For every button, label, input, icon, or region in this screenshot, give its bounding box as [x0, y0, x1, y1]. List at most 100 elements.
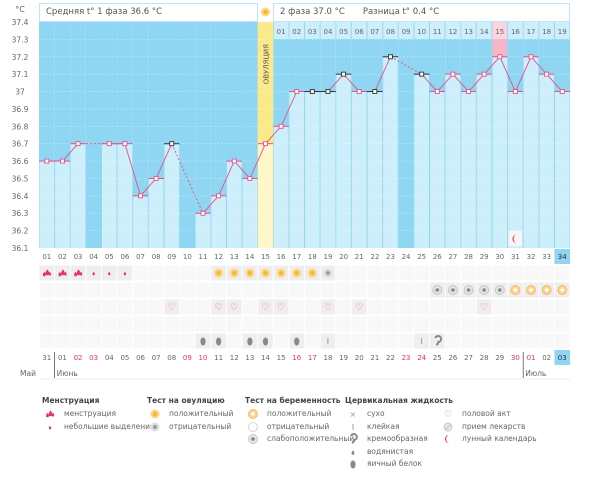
row-cell: [445, 316, 461, 332]
temperature-bar: [211, 195, 226, 248]
menses-icon: [74, 269, 83, 277]
creamy-shape: [434, 335, 443, 346]
cycle-day-label: 04: [89, 253, 98, 261]
temperature-line-segment: [421, 73, 438, 92]
row-cell: [258, 299, 273, 315]
temperature-bar: [461, 91, 476, 249]
date-label: 23: [402, 354, 411, 362]
column-background: [85, 22, 102, 248]
preg_weak-icon: [494, 285, 505, 295]
date-label: 17: [308, 354, 317, 362]
temperature-bar: [508, 91, 523, 249]
temperature-point: [278, 123, 284, 129]
temperature-point: [559, 89, 565, 94]
row-cell: [39, 316, 55, 332]
preg_pos-icon: [248, 409, 258, 420]
spot-icon: [48, 425, 52, 430]
row-cell: [383, 316, 398, 332]
temperature-point: [153, 176, 159, 181]
date-label: 13: [245, 354, 254, 362]
row-cell: [195, 265, 211, 281]
drop-shape: [79, 271, 83, 276]
ov_pos-icon: [260, 7, 270, 17]
row-cell: [430, 316, 445, 332]
legend-item: отрицательный: [245, 421, 354, 434]
date-label: 14: [261, 354, 270, 362]
heart-icon: ♡: [168, 303, 176, 313]
row-cell: [195, 299, 211, 315]
temperature-point: [59, 158, 65, 164]
temperature-line-segment: [327, 73, 344, 92]
row-cell: [164, 265, 180, 281]
temperature-point: [341, 71, 347, 77]
ov_neg-icon: [150, 422, 160, 432]
date-label: 04: [105, 354, 114, 362]
temperature-point: [419, 71, 425, 77]
temperature-line-segment: [468, 73, 485, 92]
core: [325, 271, 330, 275]
temperature-point: [434, 89, 440, 94]
date-label: 12: [230, 354, 239, 362]
row-cell: [554, 265, 570, 281]
legend-item: отрицательный: [147, 421, 233, 434]
row-cell: [211, 282, 226, 298]
date-label: 30: [511, 354, 520, 362]
row-cell: [242, 282, 258, 298]
row-cell: [195, 316, 211, 332]
row-cell: [320, 282, 336, 298]
creamy-icon: [350, 433, 358, 445]
temperature-line-segment: [218, 160, 235, 197]
y-tick-label: 36.4: [12, 192, 29, 201]
eggwhite-icon: [350, 460, 356, 469]
cycle-day-label: 24: [402, 253, 411, 261]
y-axis-unit: °C: [15, 5, 25, 14]
cycle-day-label: 25: [417, 253, 426, 261]
temperature-point: [75, 141, 81, 147]
row-cell: [383, 333, 398, 349]
ov_neg-icon: [150, 422, 160, 432]
row-cell: [148, 316, 164, 332]
temperature-point: [106, 141, 112, 147]
legend-item: яичный белок: [345, 458, 453, 471]
row-cell: [133, 282, 148, 298]
legend-label: слабоположительный: [267, 434, 355, 443]
row-cell: [180, 316, 195, 332]
heart-glyph: ♡: [480, 303, 488, 313]
heart-glyph: ♡: [230, 303, 238, 313]
drop-shape: [48, 410, 53, 417]
row-cell: [211, 316, 226, 332]
phase2-day-label: 10: [417, 28, 426, 36]
date-label: 16: [292, 354, 301, 362]
phase2-day-label: 04: [324, 28, 333, 36]
drop-shape: [51, 412, 55, 417]
row-cell: [461, 265, 476, 281]
row-cell: [351, 299, 367, 315]
row-cell: [164, 333, 180, 349]
y-tick-label: 36.5: [12, 174, 29, 183]
row-cell: [492, 316, 508, 332]
legend-item: лунный календарь: [440, 433, 537, 446]
temperature-point: [294, 89, 300, 94]
phase2-day-label: 09: [402, 28, 411, 36]
row-cell: [273, 333, 289, 349]
date-label: 19: [339, 354, 348, 362]
row-cell: [101, 333, 117, 349]
heart-icon: ♡: [480, 303, 488, 313]
drop-shape: [76, 269, 81, 276]
date-label: 01: [58, 354, 67, 362]
temperature-bar: [164, 143, 180, 248]
ovulation-label: ОВУЛЯЦИЯ: [262, 44, 270, 84]
row-cell: [164, 282, 180, 298]
phase2-day-label: 11: [433, 28, 442, 36]
row-cell: [55, 282, 70, 298]
heart-icon: ♡: [277, 303, 285, 313]
row-cell: [414, 333, 429, 349]
legend-item: слабоположительный: [245, 433, 354, 446]
column-background: [398, 22, 414, 248]
cycle-day-label: 34: [558, 253, 567, 261]
row-cell: [273, 282, 289, 298]
temperature-line-segment: [530, 56, 547, 75]
temperature-point: [528, 54, 534, 60]
ov_pos-icon: [260, 268, 270, 278]
sun-core: [294, 270, 299, 276]
